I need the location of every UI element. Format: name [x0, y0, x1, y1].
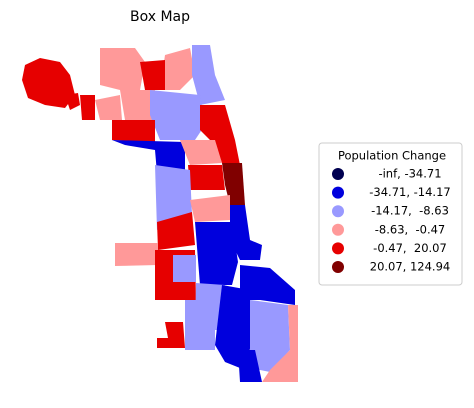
- regions: [22, 45, 298, 382]
- region: [157, 212, 195, 250]
- region: [262, 305, 298, 382]
- region: [140, 60, 165, 90]
- region: [100, 48, 145, 90]
- map-title: Box Map: [130, 9, 190, 25]
- legend-marker: [332, 186, 344, 199]
- region: [180, 140, 222, 165]
- legend-marker: [332, 168, 344, 180]
- region: [200, 105, 240, 165]
- legend-label: -0.47, 20.07: [373, 241, 447, 255]
- legend-marker: [332, 261, 344, 273]
- region: [230, 205, 262, 260]
- region: [185, 300, 215, 350]
- region: [192, 45, 225, 105]
- region: [65, 93, 80, 110]
- region: [188, 165, 225, 190]
- region: [120, 90, 155, 120]
- region: [173, 255, 196, 282]
- region: [222, 163, 245, 205]
- region: [22, 58, 75, 108]
- region: [157, 322, 185, 348]
- region: [80, 95, 95, 120]
- legend-label: 20.07, 124.94: [370, 260, 450, 274]
- region: [160, 48, 195, 90]
- region: [250, 300, 290, 372]
- region: [240, 265, 295, 305]
- legend-label: -34.71, -14.17: [369, 185, 450, 199]
- legend-marker: [332, 205, 344, 218]
- region: [238, 350, 262, 382]
- legend-marker: [332, 242, 344, 255]
- region: [190, 195, 230, 222]
- legend: -inf, -34.71 -34.71, -14.17 -14.17, -8.63 -…: [332, 167, 451, 274]
- region: [150, 90, 205, 140]
- region: [155, 165, 192, 230]
- region: [195, 222, 238, 285]
- region: [95, 95, 122, 120]
- legend-label: -inf, -34.71: [378, 167, 441, 181]
- region: [112, 120, 155, 142]
- legend-box: [318, 142, 463, 286]
- region: [115, 243, 158, 266]
- legend-marker: [332, 223, 344, 236]
- region: [215, 285, 252, 370]
- legend-title: Population Change: [338, 149, 446, 163]
- legend-label: -14.17, -8.63: [371, 204, 449, 218]
- legend-label: -8.63, -0.47: [375, 222, 445, 236]
